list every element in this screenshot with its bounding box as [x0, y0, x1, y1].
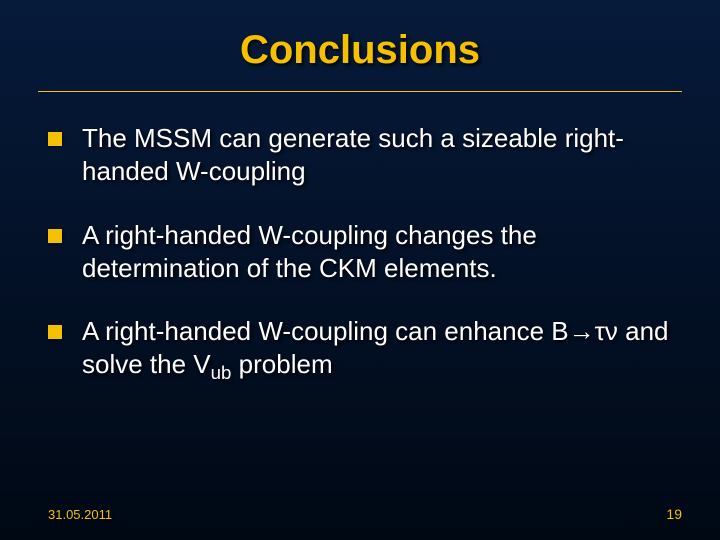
- list-item: A right-handed W-coupling changes the de…: [48, 219, 672, 286]
- bullet-list: The MSSM can generate such a sizeable ri…: [0, 122, 720, 385]
- bullet-text-suffix: problem: [231, 349, 332, 379]
- slide-title: Conclusions: [0, 0, 720, 91]
- bullet-text-prefix: A right-handed W-coupling can enhance B→…: [82, 316, 669, 379]
- square-bullet-icon: [48, 325, 62, 339]
- bullet-text: A right-handed W-coupling can enhance B→…: [82, 316, 669, 379]
- list-item: A right-handed W-coupling can enhance B→…: [48, 315, 672, 385]
- slide: Conclusions The MSSM can generate such a…: [0, 0, 720, 540]
- square-bullet-icon: [48, 132, 62, 146]
- bullet-text: The MSSM can generate such a sizeable ri…: [82, 123, 624, 186]
- square-bullet-icon: [48, 229, 62, 243]
- footer-date: 31.05.2011: [48, 507, 112, 522]
- bullet-text: A right-handed W-coupling changes the de…: [82, 220, 537, 283]
- footer-page-number: 19: [666, 506, 682, 522]
- subscript-ub: ub: [211, 363, 232, 384]
- list-item: The MSSM can generate such a sizeable ri…: [48, 122, 672, 189]
- title-underline: [38, 91, 682, 94]
